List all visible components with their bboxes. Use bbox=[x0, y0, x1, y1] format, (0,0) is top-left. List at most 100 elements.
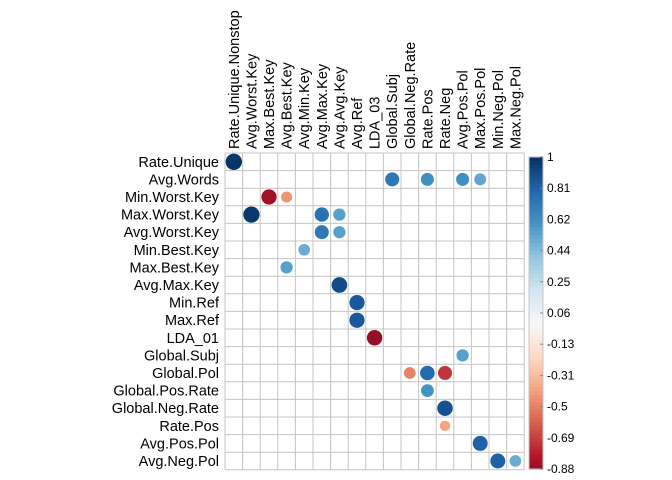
colorbar-segment bbox=[529, 289, 543, 295]
colorbar-tick-label: 0.25 bbox=[547, 275, 571, 289]
colorbar-segment bbox=[529, 313, 543, 318]
colorbar-tick-label: -0.13 bbox=[547, 337, 575, 351]
column-label: Avg.Best.Key bbox=[280, 61, 296, 149]
correlation-circle bbox=[349, 312, 365, 328]
correlation-circle bbox=[333, 226, 346, 239]
correlation-circle bbox=[474, 173, 487, 186]
column-label: Max.Pos.Pol bbox=[473, 68, 489, 149]
colorbar-segment bbox=[529, 203, 543, 209]
row-label: Global.Pos.Rate bbox=[113, 384, 219, 400]
row-label: Avg.Pos.Pol bbox=[140, 436, 219, 452]
column-label: Max.Neg.Pol bbox=[508, 66, 524, 149]
colorbar-segment bbox=[529, 285, 543, 291]
colorbar-segment bbox=[529, 235, 543, 240]
colorbar-segment bbox=[529, 211, 543, 217]
colorbar-segment bbox=[529, 231, 543, 236]
colorbar-segment bbox=[529, 157, 543, 162]
correlation-circle bbox=[437, 400, 453, 416]
colorbar-segment bbox=[529, 168, 543, 174]
colorbar-segment bbox=[529, 422, 543, 427]
column-label: Rate.Pos bbox=[420, 89, 436, 149]
colorbar-segment bbox=[529, 184, 543, 189]
colorbar-segment bbox=[529, 332, 543, 337]
colorbar-segment bbox=[529, 277, 543, 283]
colorbar-segment bbox=[529, 445, 543, 451]
column-label: Avg.Min.Key bbox=[297, 67, 313, 149]
column-label: Avg.Ref bbox=[350, 97, 366, 149]
row-label: Avg.Words bbox=[149, 172, 219, 188]
correlation-circle bbox=[509, 455, 522, 467]
colorbar-segment bbox=[529, 160, 543, 166]
grid bbox=[224, 152, 525, 471]
colorbar-segment bbox=[529, 320, 543, 326]
correlation-circle bbox=[243, 206, 260, 223]
correlation-circle bbox=[314, 225, 329, 240]
correlation-circle bbox=[333, 208, 346, 221]
correlation-circle bbox=[225, 153, 242, 170]
row-label: Avg.Max.Key bbox=[134, 278, 220, 294]
colorbar-segment bbox=[529, 188, 543, 193]
colorbar-segment bbox=[529, 266, 543, 271]
column-label: Avg.Worst.Key bbox=[244, 53, 260, 149]
colorbar-segment bbox=[529, 465, 543, 470]
column-labels: Rate.Unique.Nonstop Avg.Worst.Key Max.Best… bbox=[227, 10, 525, 149]
colorbar-segment bbox=[529, 379, 543, 384]
correlation-circle bbox=[281, 191, 293, 203]
row-label: Avg.Worst.Key bbox=[124, 225, 220, 241]
row-label: Max.Ref bbox=[165, 313, 220, 329]
colorbar-segment bbox=[529, 391, 543, 396]
column-label: Min.Neg.Pol bbox=[491, 70, 507, 149]
colorbar-tick-label: 0.81 bbox=[547, 181, 571, 195]
colorbar-segment bbox=[529, 309, 543, 314]
colorbar-segment bbox=[529, 344, 543, 349]
colorbar-segment bbox=[529, 180, 543, 185]
colorbar-segment bbox=[529, 394, 543, 400]
correlation-circle bbox=[420, 172, 434, 186]
correlation-circle bbox=[331, 277, 348, 293]
colorbar-segment bbox=[529, 242, 543, 248]
colorbar-segment bbox=[529, 246, 543, 252]
correlation-circle bbox=[437, 365, 453, 381]
row-label: Avg.Neg.Pol bbox=[139, 454, 219, 470]
colorbar-segment bbox=[529, 418, 543, 423]
colorbar-segment bbox=[529, 164, 543, 170]
column-label: Avg.Avg.Key bbox=[332, 66, 348, 149]
colorbar-segment bbox=[529, 441, 543, 447]
circles bbox=[225, 153, 522, 469]
colorbar-segment bbox=[529, 274, 543, 279]
colorbar-segment bbox=[529, 430, 543, 435]
colorbar-segment bbox=[529, 316, 543, 322]
column-label: Avg.Pos.Pol bbox=[456, 70, 472, 149]
colorbar-segment bbox=[529, 176, 543, 181]
correlation-circle bbox=[280, 261, 293, 274]
row-label: Max.Worst.Key bbox=[121, 208, 220, 224]
colorbar-segment bbox=[529, 172, 543, 178]
correlation-circle bbox=[420, 365, 435, 381]
colorbar-segment bbox=[529, 301, 543, 306]
column-label: Global.Subj bbox=[385, 74, 401, 149]
row-label: Min.Worst.Key bbox=[125, 190, 220, 206]
colorbar-segment bbox=[529, 426, 543, 431]
colorbar-tick-label: 0.62 bbox=[547, 212, 571, 226]
colorbar-tick-label: -0.31 bbox=[547, 368, 575, 382]
colorbar-segment bbox=[529, 223, 543, 228]
correlation-circle bbox=[261, 189, 277, 205]
colorbar-tick-label: 0.06 bbox=[547, 306, 571, 320]
colorbar-segment bbox=[529, 406, 543, 412]
row-label: Max.Best.Key bbox=[130, 260, 220, 276]
row-label: Rate.Unique bbox=[138, 155, 219, 171]
colorbar-segment bbox=[529, 402, 543, 408]
colorbar-segment bbox=[529, 449, 543, 454]
colorbar-tick-label: -0.5 bbox=[547, 400, 568, 414]
column-label: Avg.Max.Key bbox=[315, 63, 331, 149]
colorbar-tick-label: -0.69 bbox=[547, 431, 575, 445]
correlation-circle bbox=[439, 420, 451, 432]
correlation-circle bbox=[456, 172, 470, 186]
colorbar-segment bbox=[529, 305, 543, 310]
row-label: Global.Neg.Rate bbox=[112, 401, 219, 417]
correlation-circle bbox=[420, 384, 434, 398]
row-label: Global.Pol bbox=[152, 366, 219, 382]
colorbar-segment bbox=[529, 371, 543, 376]
column-label: Global.Neg.Rate bbox=[403, 42, 419, 149]
